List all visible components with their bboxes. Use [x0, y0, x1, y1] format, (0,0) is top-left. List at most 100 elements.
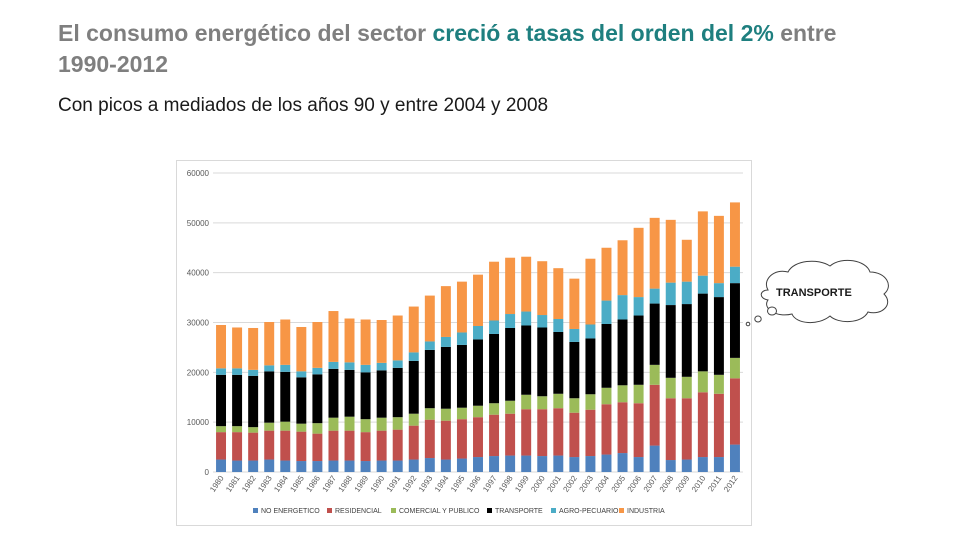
bar-segment	[456, 458, 467, 472]
bar-segment	[617, 319, 628, 386]
bar-segment	[296, 461, 307, 472]
bar-segment	[665, 305, 676, 378]
slide-title: El consumo energético del sector creció …	[58, 18, 878, 80]
legend-swatch	[619, 508, 624, 513]
bar-segment	[569, 341, 580, 399]
callout-label: TRANSPORTE	[776, 287, 852, 299]
bar-segment	[489, 333, 500, 404]
legend-swatch	[551, 508, 556, 513]
bar-segment	[505, 314, 516, 328]
bar-segment	[328, 460, 339, 472]
bar-segment	[713, 393, 724, 458]
bar-segment	[408, 360, 419, 414]
bar-segment	[521, 256, 532, 312]
bar-segment	[585, 324, 596, 339]
bar-segment	[553, 455, 564, 472]
bar-segment	[537, 261, 548, 316]
bar-segment	[424, 341, 435, 350]
y-tick-label: 10000	[187, 418, 210, 427]
bar-segment	[408, 306, 419, 353]
bar-segment	[296, 423, 307, 432]
bar-segment	[665, 219, 676, 283]
bar-segment	[344, 362, 355, 370]
bar-segment	[280, 460, 291, 472]
bar-segment	[360, 372, 371, 420]
bar-segment	[537, 456, 548, 472]
bar-segment	[729, 357, 740, 379]
bar-segment	[601, 387, 612, 405]
bar-segment	[328, 417, 339, 431]
bar-segment	[569, 278, 580, 329]
bar-segment	[280, 430, 291, 461]
bar-segment	[344, 318, 355, 363]
bar-segment	[248, 427, 259, 433]
x-tick-label: 1986	[304, 474, 322, 494]
bar-segment	[473, 417, 483, 458]
bar-segment	[681, 281, 692, 305]
bar-segment	[729, 444, 740, 472]
bar-segment	[408, 413, 419, 426]
bar-segment	[569, 328, 580, 342]
bar-segment	[328, 368, 339, 418]
bar-segment	[248, 432, 259, 461]
bar-segment	[264, 422, 275, 431]
bar-segment	[440, 336, 451, 347]
x-tick-label: 2000	[529, 474, 547, 494]
bar-segment	[392, 417, 403, 430]
bar-segment	[489, 320, 500, 334]
bar-segment	[296, 431, 307, 462]
bar-segment	[232, 426, 243, 433]
bar-segment	[392, 315, 403, 361]
x-tick-label: 2006	[626, 474, 644, 494]
bar-segment	[424, 349, 435, 409]
bubble-medium	[754, 315, 762, 323]
x-tick-label: 1981	[224, 474, 242, 494]
bar-segment	[713, 374, 724, 394]
bar-segment	[280, 319, 291, 365]
bar-segment	[553, 408, 564, 456]
bar-segment	[665, 282, 676, 306]
bar-segment	[392, 367, 403, 418]
bar-segment	[440, 286, 451, 337]
bar-segment	[360, 319, 371, 365]
bar-segment	[328, 361, 339, 369]
bar-segment	[665, 398, 676, 461]
bar-segment	[232, 432, 243, 461]
y-tick-label: 60000	[187, 169, 210, 178]
bar-segment	[280, 364, 291, 372]
bar-segment	[713, 297, 724, 375]
bar-segment	[521, 409, 532, 456]
bar-segment	[505, 327, 516, 401]
y-tick-label: 0	[205, 468, 210, 477]
bar-segment	[729, 378, 740, 445]
bar-segment	[553, 393, 564, 409]
title-highlight: creció a tasas del orden del 2%	[432, 20, 774, 46]
bar-segment	[360, 461, 371, 472]
bar-segment	[489, 261, 500, 321]
x-tick-label: 1983	[256, 474, 274, 494]
x-tick-label: 1980	[208, 474, 226, 494]
x-tick-label: 1988	[337, 474, 355, 494]
legend-label: NO ENERGETICO	[261, 508, 320, 515]
y-tick-label: 50000	[187, 219, 210, 228]
legend-label: AGRO-PECUARIO	[559, 508, 619, 515]
x-tick-label: 2007	[642, 474, 660, 494]
bar-segment	[633, 315, 644, 385]
bar-segment	[392, 429, 403, 461]
bar-segment	[505, 413, 516, 456]
bar-segment	[360, 432, 371, 462]
bar-segment	[489, 403, 500, 415]
legend-label: COMERCIAL Y PUBLICO	[399, 508, 480, 515]
bar-segment	[473, 325, 483, 340]
bar-segment	[601, 300, 612, 324]
thought-bubble-callout: TRANSPORTE	[745, 259, 889, 327]
x-tick-label: 1993	[417, 474, 435, 494]
bar-segment	[617, 385, 628, 403]
bar-segment	[553, 319, 564, 332]
bar-segment	[601, 454, 612, 472]
x-tick-label: 2003	[577, 474, 595, 494]
bar-segment	[312, 433, 323, 462]
bar-segment	[697, 293, 708, 372]
bar-segment	[649, 384, 660, 446]
bar-segment	[344, 369, 355, 417]
